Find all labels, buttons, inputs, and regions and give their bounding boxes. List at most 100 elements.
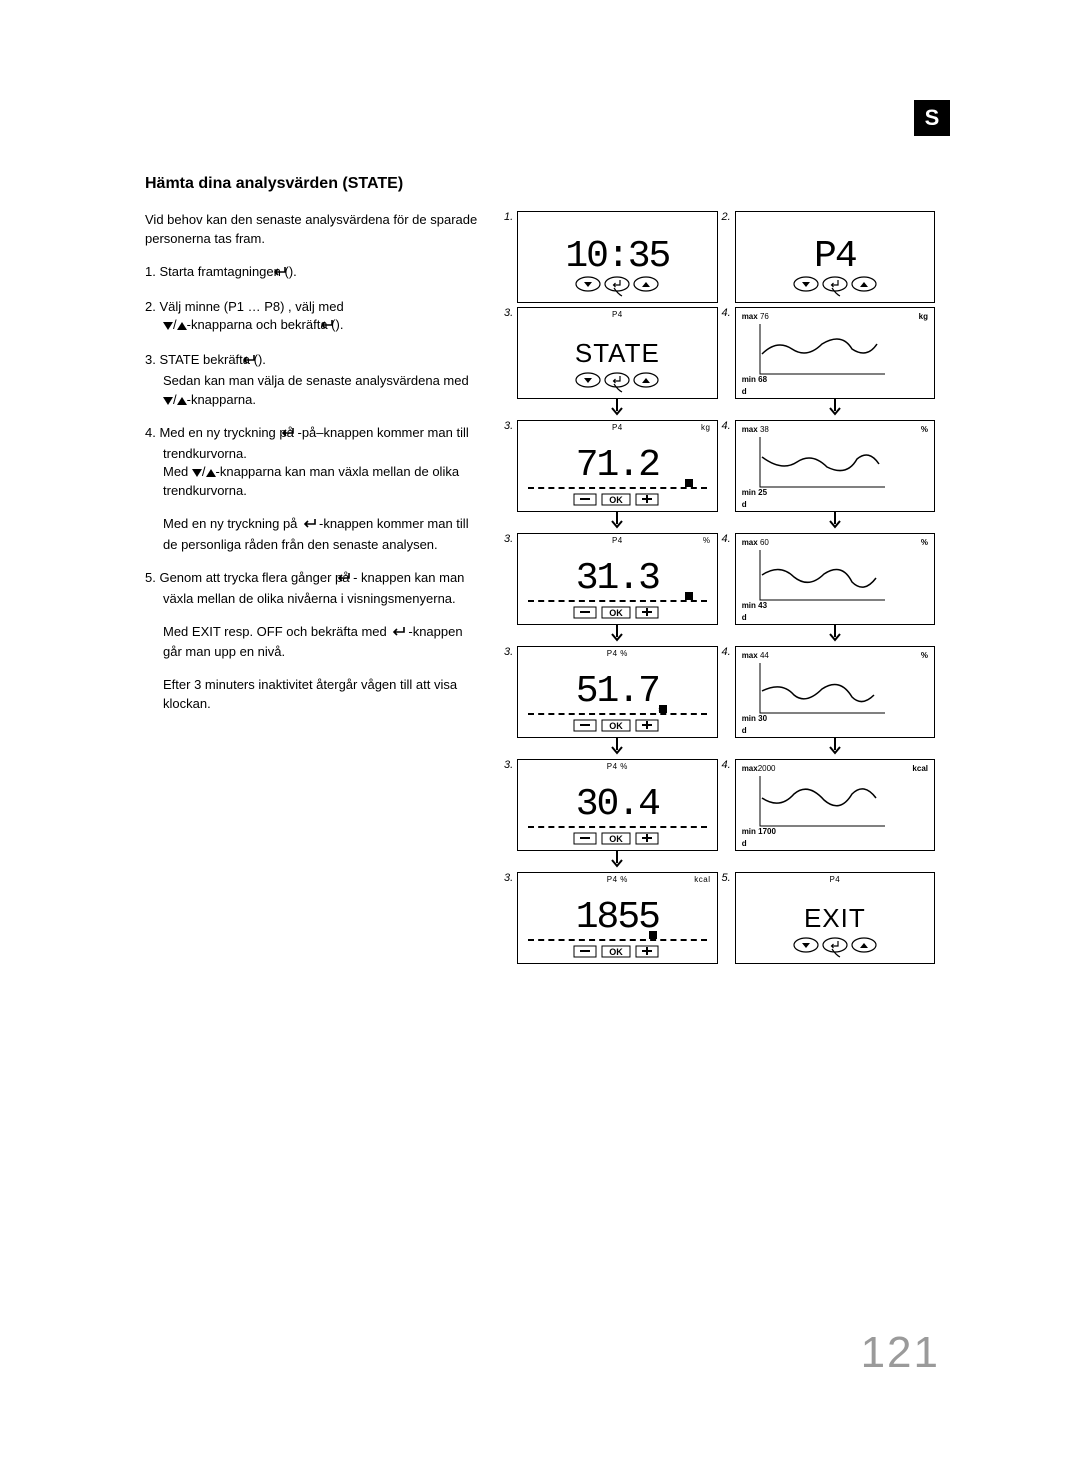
page-number: 121 [861,1328,940,1378]
p-header: P4 [607,762,618,771]
step-label: 5. [722,872,731,884]
step-3: 3. STATE bekräfta (). Sedan kan man välj… [145,351,480,410]
max-value: 38 [760,425,769,434]
down-icon [163,322,173,330]
min-label: min 25 [742,488,767,497]
up-icon [177,322,187,330]
d-label: d [742,726,747,735]
step-5-text-a: 5. Genom att trycka flera gånger på [145,570,353,585]
dash-line [528,487,706,489]
step-label: 4. [722,533,731,545]
ok-buttons-icon: OK [572,606,662,620]
flow-arrow-icon [517,855,717,868]
unit-label: kcal [912,764,928,773]
step-4-text-e: Med en ny tryckning på [163,516,301,531]
step-4-text-c: Med [163,464,192,479]
min-label-text: min [742,488,756,497]
step-label: 4. [722,759,731,771]
lcd-kcal: P4 %kcal 1855 OK [517,872,717,964]
step-2-text-b: -knapparna och bekräfta ( [187,317,336,332]
state-label: STATE [575,338,660,369]
step-2-end: ). [336,317,344,332]
trend-line-icon [758,550,888,602]
step-5-text-c: Med EXIT resp. OFF och bekräfta med [163,624,390,639]
nav-buttons-icon [572,274,662,298]
lcd-p-select: P4 [735,211,935,303]
step-label: 3. [504,646,513,658]
dash-line [528,600,706,602]
ok-buttons-icon: OK [572,945,662,959]
lcd-fat: P4% 31.3 OK [517,533,717,625]
chart-kcal: max2000 kcal min 1700 d [735,759,935,851]
p-header: P4 [607,649,618,658]
nav-buttons-icon [790,274,880,298]
min-value: 43 [758,601,767,610]
min-value: 30 [758,714,767,723]
step-4-extra: Med en ny tryckning på -knappen kommer m… [145,515,480,555]
lcd-kg: P4kg 71.2 OK [517,420,717,512]
down-icon [192,469,202,477]
step-label: 3. [504,420,513,432]
trend-line-icon [758,324,888,376]
svg-text:OK: OK [610,834,624,844]
step-label: 3. [504,533,513,545]
step-2: 2. Välj minne (P1 … P8) , välj med /-kna… [145,298,480,338]
lcd-state: P4 STATE [517,307,717,399]
chart-kg: max 76 kg min 68 d [735,307,935,399]
svg-text:OK: OK [610,947,624,957]
indicator-icon [649,931,657,939]
d-label: d [742,839,747,848]
dash-line [528,826,706,828]
unit-label: % [921,425,928,434]
indicator-icon [685,592,693,600]
svg-text:OK: OK [610,721,624,731]
max-value: 44 [760,651,769,660]
lcd-muscle: P4 % 30.4 OK [517,759,717,851]
min-label: min 1700 [742,827,776,836]
unit-label: kg [919,312,928,321]
indicator-icon [685,479,693,487]
step-label: 4. [722,646,731,658]
max-label: max [742,651,758,660]
trend-line-icon [758,663,888,715]
step-label: 3. [504,872,513,884]
p-header: P4 [612,536,623,545]
up-icon [206,469,216,477]
min-label-text: min [742,827,756,836]
step-1: 1. Starta framtagningen (). [145,263,480,284]
kg-value: 71.2 [576,447,659,485]
instruction-text: Vid behov kan den senaste analysvärdena … [145,211,480,964]
trend-line-icon [758,776,888,828]
ok-buttons-icon: OK [572,832,662,846]
step-label: 3. [504,307,513,319]
step-3-end: ). [258,352,266,367]
down-icon [163,397,173,405]
flow-arrow-icon [517,629,717,642]
language-tab: S [914,100,950,136]
p-header: P4 [607,875,618,884]
step-label: 4. [722,420,731,432]
min-label-text: min [742,375,756,384]
step-1-text: 1. Starta framtagningen ( [145,264,289,279]
flow-arrow-icon [735,516,935,529]
intro-text: Vid behov kan den senaste analysvärdena … [145,211,480,249]
lcd-water: P4 % 51.7 ≈ OK [517,646,717,738]
enter-icon [301,517,319,536]
muscle-value: 30.4 [576,786,659,824]
max-label: max [742,312,758,321]
min-label: min 68 [742,375,767,384]
ok-buttons-icon: OK [572,719,662,733]
svg-text:OK: OK [610,495,624,505]
dash-line [528,713,706,715]
step-5: 5. Genom att trycka flera gånger på - kn… [145,569,480,609]
unit-header: % [703,536,711,545]
lcd-exit: P4 EXIT [735,872,935,964]
ok-buttons-icon: OK [572,493,662,507]
d-label: d [742,500,747,509]
min-value: 68 [758,375,767,384]
flow-arrow-icon [735,742,935,755]
max-label: max [742,425,758,434]
step-2-text-a: 2. Välj minne (P1 … P8) , välj med [145,299,344,314]
min-value: 25 [758,488,767,497]
step-3-text-c: -knapparna. [187,392,256,407]
